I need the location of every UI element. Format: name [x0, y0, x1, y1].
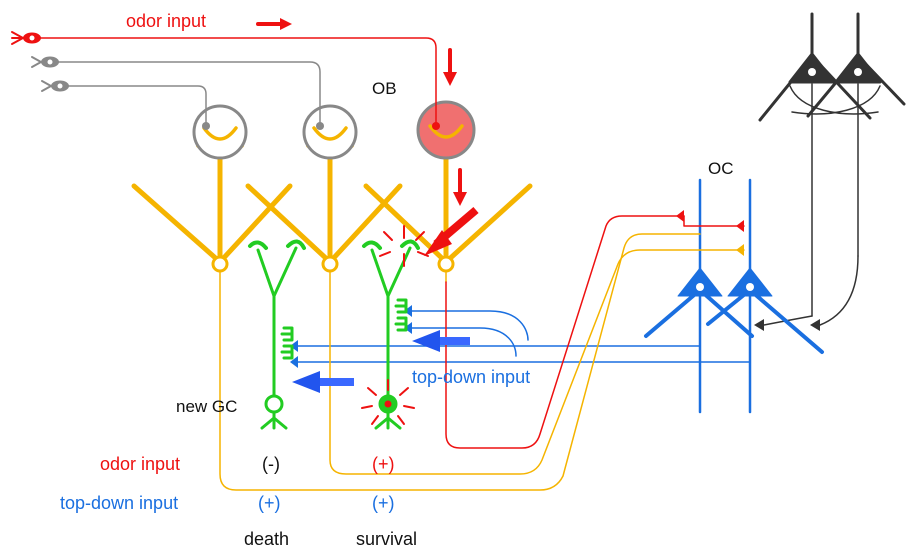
activity-burst-synapse: [379, 225, 429, 267]
top-down-input-row-label: top-down input: [60, 493, 179, 513]
topdown-survival-sign: (+): [372, 493, 395, 513]
receptor-neurons: [31, 37, 440, 130]
glomerulus-tufts: [202, 124, 464, 141]
odor-signal-arrows: [256, 18, 479, 256]
new-gc-label: new GC: [176, 397, 238, 416]
dark-pyramidal-neurons: [754, 12, 906, 331]
topdown-death-sign: (+): [258, 493, 281, 513]
receptor-somas: [11, 31, 69, 92]
ob-label: OB: [372, 79, 397, 98]
oc-label: OC: [708, 159, 734, 178]
odor-axon-to-cortex: [445, 210, 745, 449]
death-label: death: [244, 529, 290, 549]
odor-input-label: odor input: [126, 11, 207, 31]
topdown-signal-arrows: [292, 330, 470, 393]
top-down-input-label: top-down input: [412, 367, 531, 387]
mitral-somas: [211, 255, 455, 273]
odor-death-sign: (-): [262, 454, 280, 474]
glomeruli: [192, 100, 476, 160]
activity-burst-surviving-gc: [361, 379, 415, 425]
mitral-axons: [219, 233, 745, 491]
cortex-pyramidal-neurons: [290, 178, 824, 414]
survival-label: survival: [356, 529, 418, 549]
odor-survival-sign: (+): [372, 454, 395, 474]
odor-input-row-label: odor input: [100, 454, 181, 474]
